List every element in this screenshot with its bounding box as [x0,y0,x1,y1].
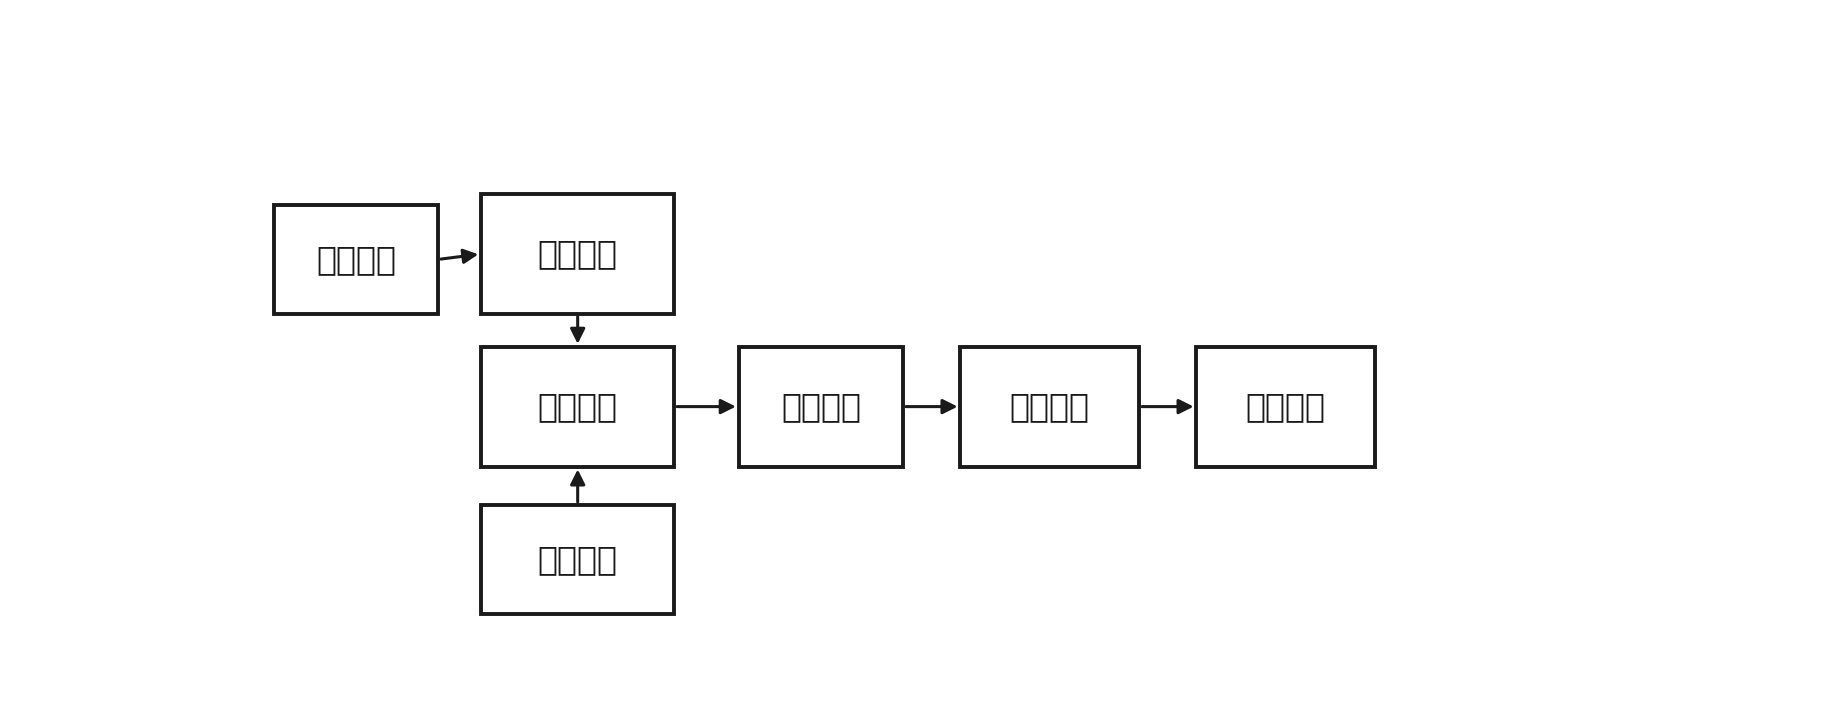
Bar [482,505,674,614]
Text: 冷却系统: 冷却系统 [316,243,395,276]
Text: 反应系统: 反应系统 [537,390,618,423]
Bar [482,194,674,314]
Bar [1196,347,1375,467]
Text: 搔拌系统: 搔拌系统 [537,543,618,576]
Bar [273,205,438,314]
Text: 密封系统: 密封系统 [781,390,860,423]
Bar [482,347,674,467]
Bar [960,347,1139,467]
Bar [738,347,903,467]
Text: 检测系统: 检测系统 [1246,390,1325,423]
Text: 光源系统: 光源系统 [537,237,618,270]
Text: 采样系统: 采样系统 [1010,390,1089,423]
